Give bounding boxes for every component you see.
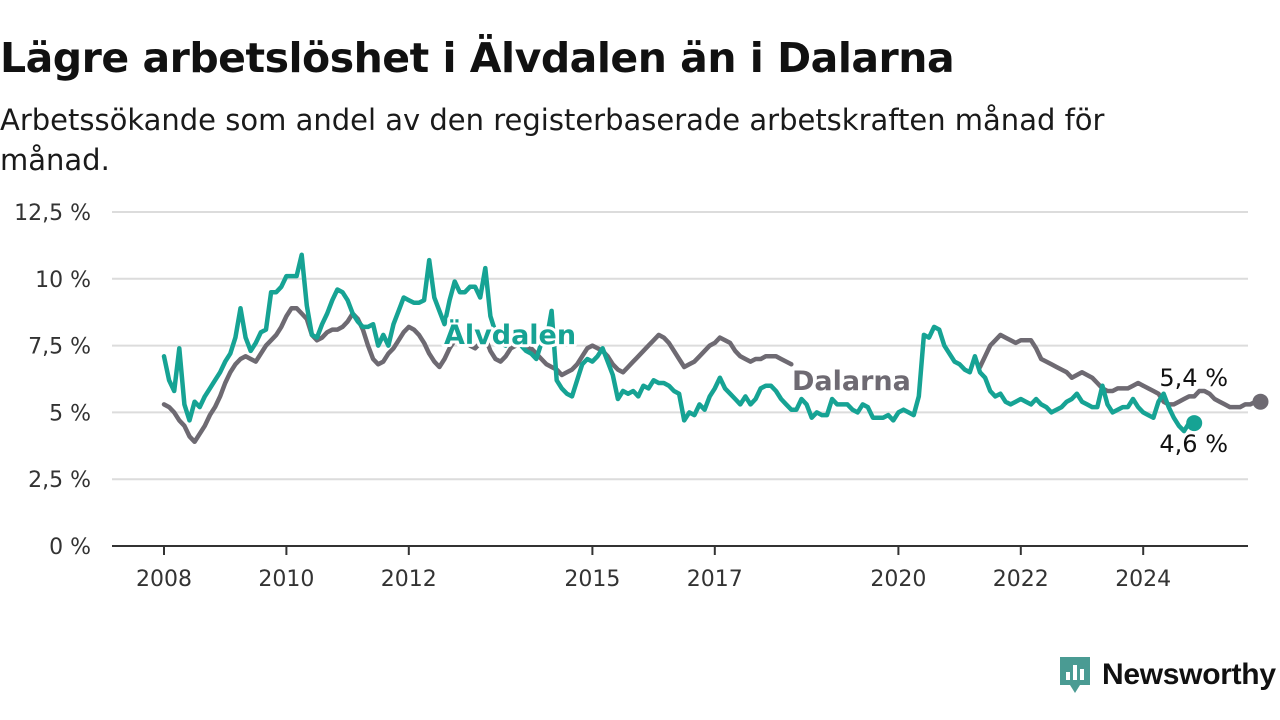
grid-lines [112,211,1248,481]
x-tick-label: 2008 [136,567,192,592]
series-label: Dalarna [792,366,911,397]
x-axis-ticks: 2008 2010 2012 2015 2017 2020 2022 2024 [112,545,1248,592]
series-end-point [1186,415,1203,432]
series-end-point [1252,393,1269,410]
y-tick-label: 0 % [49,535,91,560]
series-lines [161,252,1263,445]
y-tick-label: 7,5 % [28,335,91,360]
y-axis-ticks: 0 % 2,5 % 5 % 7,5 % 10 % 12,5 % [14,201,91,560]
chart-title: Lägre arbetslöshet i Älvdalen än i Dalar… [0,34,955,82]
x-tick-label: 2022 [993,567,1049,592]
series-line-0 [161,252,1197,434]
y-tick-label: 10 % [35,268,91,293]
series-line-1 [161,305,1263,445]
x-tick-label: 2024 [1115,567,1171,592]
x-tick-label: 2020 [870,567,926,592]
y-tick-label: 5 % [49,401,91,426]
x-tick-label: 2012 [381,567,437,592]
series-label-halo: Älvdalen [444,319,576,351]
chart-subtitle: Arbetssökande som andel av den registerb… [0,103,1105,177]
series-label-halo: Dalarna [792,366,911,397]
x-tick-label: 2017 [687,567,743,592]
x-tick-label: 2015 [564,567,620,592]
newsworthy-brand: Newsworthy [1058,652,1276,698]
brand-name: Newsworthy [1102,658,1276,691]
x-tick-label: 2010 [258,567,314,592]
y-tick-label: 12,5 % [14,201,91,226]
end-value-alvdalen: 4,6 % [1159,430,1228,458]
series-label: Älvdalen [444,319,576,351]
end-value-dalarna: 5,4 % [1159,364,1228,392]
newsworthy-logo-icon [1060,657,1090,693]
y-tick-label: 2,5 % [28,468,91,493]
